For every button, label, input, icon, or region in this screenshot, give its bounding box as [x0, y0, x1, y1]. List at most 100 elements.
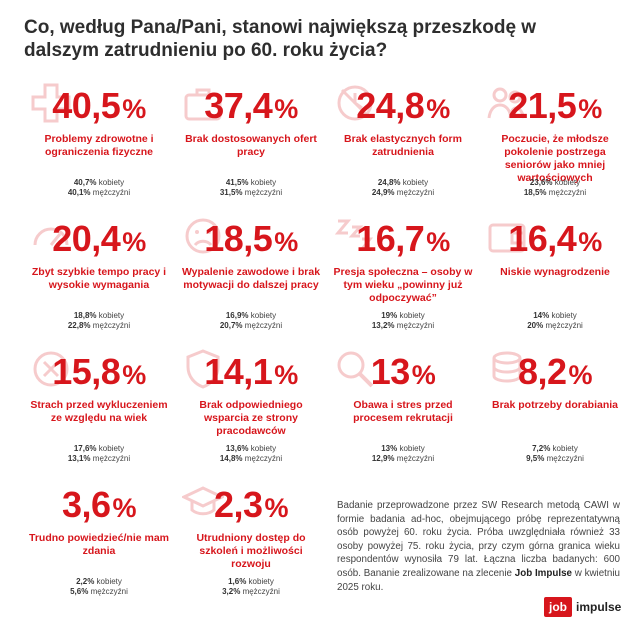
stat-percentage: 16,4%: [480, 219, 630, 262]
stat-label: Presja społeczna – osoby w tym wieku „po…: [333, 266, 473, 304]
men-value: 3,2%: [222, 587, 241, 596]
women-value: 19%: [381, 311, 398, 320]
stat-percentage: 2,3%: [176, 485, 326, 528]
stat-percentage: 37,4%: [176, 86, 326, 129]
men-suffix: mężczyźni: [244, 321, 283, 330]
stat-card: 2,3% Utrudniony dostęp do szkoleń i możli…: [176, 479, 326, 614]
women-suffix: kobiety: [402, 178, 429, 187]
men-value: 14,8%: [219, 454, 243, 463]
men-suffix: mężczyźni: [545, 321, 583, 330]
stat-value: 20,4: [52, 218, 121, 259]
stat-value: 15,8: [52, 351, 121, 392]
men-suffix: mężczyźni: [92, 188, 131, 197]
coins-icon: [486, 348, 528, 390]
gender-breakdown: 23,6% kobiety 18,5% mężczyźni: [480, 178, 630, 198]
men-value: 5,6%: [70, 587, 89, 596]
medical-cross-icon: [30, 82, 72, 124]
stat-label: Niskie wynagrodzenie: [500, 266, 610, 278]
percent-sign: %: [264, 493, 289, 523]
stat-percentage: 3,6%: [24, 485, 174, 528]
stat-card: 16,7% Presja społeczna – osoby w tym wiek…: [328, 213, 478, 348]
women-value: 14%: [533, 311, 550, 320]
percent-sign: %: [426, 227, 450, 257]
stat-label: Brak odpowiedniego wsparcia ze strony pr…: [199, 399, 303, 437]
men-value: 20%: [527, 321, 544, 330]
stat-label: Poczucie, że młodsze pokolenie postrzega…: [501, 133, 609, 184]
stat-label: Brak elastycznych form zatrudnienia: [344, 133, 462, 158]
women-suffix: kobiety: [399, 311, 425, 320]
women-value: 16,9%: [225, 311, 249, 320]
women-value: 40,7%: [73, 178, 97, 187]
men-value: 31,5%: [219, 188, 243, 197]
percent-sign: %: [426, 94, 450, 124]
stat-value: 13: [370, 351, 411, 392]
women-value: 7,2%: [532, 444, 551, 453]
women-value: 1,6%: [228, 577, 247, 586]
stat-label: Strach przed wykluczeniem ze względu na …: [30, 399, 168, 424]
stat-value: 16,7: [356, 218, 425, 259]
women-value: 2,2%: [76, 577, 95, 586]
gender-breakdown: 17,6% kobiety 13,1% mężczyźni: [24, 444, 174, 464]
percent-sign: %: [122, 227, 146, 257]
women-value: 13%: [381, 444, 398, 453]
women-value: 17,6%: [73, 444, 97, 453]
men-suffix: mężczyźni: [242, 587, 280, 596]
percent-sign: %: [112, 493, 137, 523]
gender-breakdown: 19% kobiety 13,2% mężczyźni: [328, 311, 478, 331]
stat-card: 15,8% Strach przed wykluczeniem ze względ…: [24, 346, 174, 481]
men-suffix: mężczyźni: [396, 454, 435, 463]
stat-percentage: 21,5%: [480, 86, 630, 129]
men-value: 18,5%: [523, 188, 547, 197]
stat-card: 24,8% Brak elastycznych form zatrudnienia…: [328, 80, 478, 215]
men-suffix: mężczyźni: [244, 454, 283, 463]
men-suffix: mężczyźni: [396, 321, 435, 330]
gender-breakdown: 7,2% kobiety 9,5% mężczyźni: [480, 444, 630, 464]
men-suffix: mężczyźni: [396, 188, 435, 197]
methodology-note: Badanie przeprowadzone przez SW Research…: [337, 499, 620, 594]
women-suffix: kobiety: [554, 178, 581, 187]
note-tail: w kwietniu 2025 roku.: [337, 567, 620, 593]
briefcase-icon: [182, 82, 224, 124]
stat-value: 18,5: [204, 218, 273, 259]
percent-sign: %: [122, 94, 146, 124]
stat-card: 3,6% Trudno powiedzieć/nie mam zdania 2,2%…: [24, 479, 174, 614]
women-value: 41,5%: [225, 178, 249, 187]
percent-sign: %: [274, 94, 298, 124]
gender-breakdown: 13% kobiety 12,9% mężczyźni: [328, 444, 478, 464]
men-suffix: mężczyźni: [92, 454, 131, 463]
sleep-icon: [334, 215, 376, 257]
stat-card: 40,5% Problemy zdrowotne i ograniczenia f…: [24, 80, 174, 215]
men-suffix: mężczyźni: [548, 188, 587, 197]
percent-sign: %: [274, 227, 298, 257]
gender-breakdown: 1,6% kobiety 3,2% mężczyźni: [176, 577, 326, 597]
stat-label: Wypalenie zawodowe i brak motywacji do d…: [181, 266, 321, 291]
stat-percentage: 13%: [328, 352, 478, 395]
stat-label: Obawa i stres przed procesem rekrutacji: [353, 399, 453, 424]
stat-label: Utrudniony dostęp do szkoleń i możliwośc…: [196, 532, 306, 570]
note-brand: Job Impulse: [514, 567, 572, 579]
graduation-cap-icon: [180, 481, 226, 523]
stat-card: 8,2% Brak potrzeby dorabiania 7,2% kobiety…: [480, 346, 630, 481]
logo-impulse: impulse: [576, 600, 622, 614]
stat-label: Problemy zdrowotne i ograniczenia fizycz…: [44, 133, 154, 158]
women-suffix: kobiety: [250, 178, 277, 187]
percent-sign: %: [411, 360, 436, 390]
stat-percentage: 24,8%: [328, 86, 478, 129]
stat-value: 3,6: [61, 484, 111, 525]
men-suffix: mężczyźni: [92, 321, 131, 330]
stat-label: Brak dostosowanych ofert pracy: [185, 133, 317, 158]
stat-value: 16,4: [508, 218, 577, 259]
shield-icon: [182, 348, 224, 390]
percent-sign: %: [578, 227, 602, 257]
no-clock-icon: [334, 82, 376, 124]
women-suffix: kobiety: [248, 577, 274, 586]
stat-card: 14,1% Brak odpowiedniego wsparcia ze stro…: [176, 346, 326, 481]
stat-value: 8,2: [517, 351, 567, 392]
stat-percentage: 16,7%: [328, 219, 478, 262]
stat-percentage: 20,4%: [24, 219, 174, 262]
women-suffix: kobiety: [98, 444, 125, 453]
sad-face-icon: [182, 215, 224, 257]
stat-percentage: 8,2%: [480, 352, 630, 395]
women-value: 24,8%: [377, 178, 401, 187]
men-value: 12,9%: [371, 454, 395, 463]
